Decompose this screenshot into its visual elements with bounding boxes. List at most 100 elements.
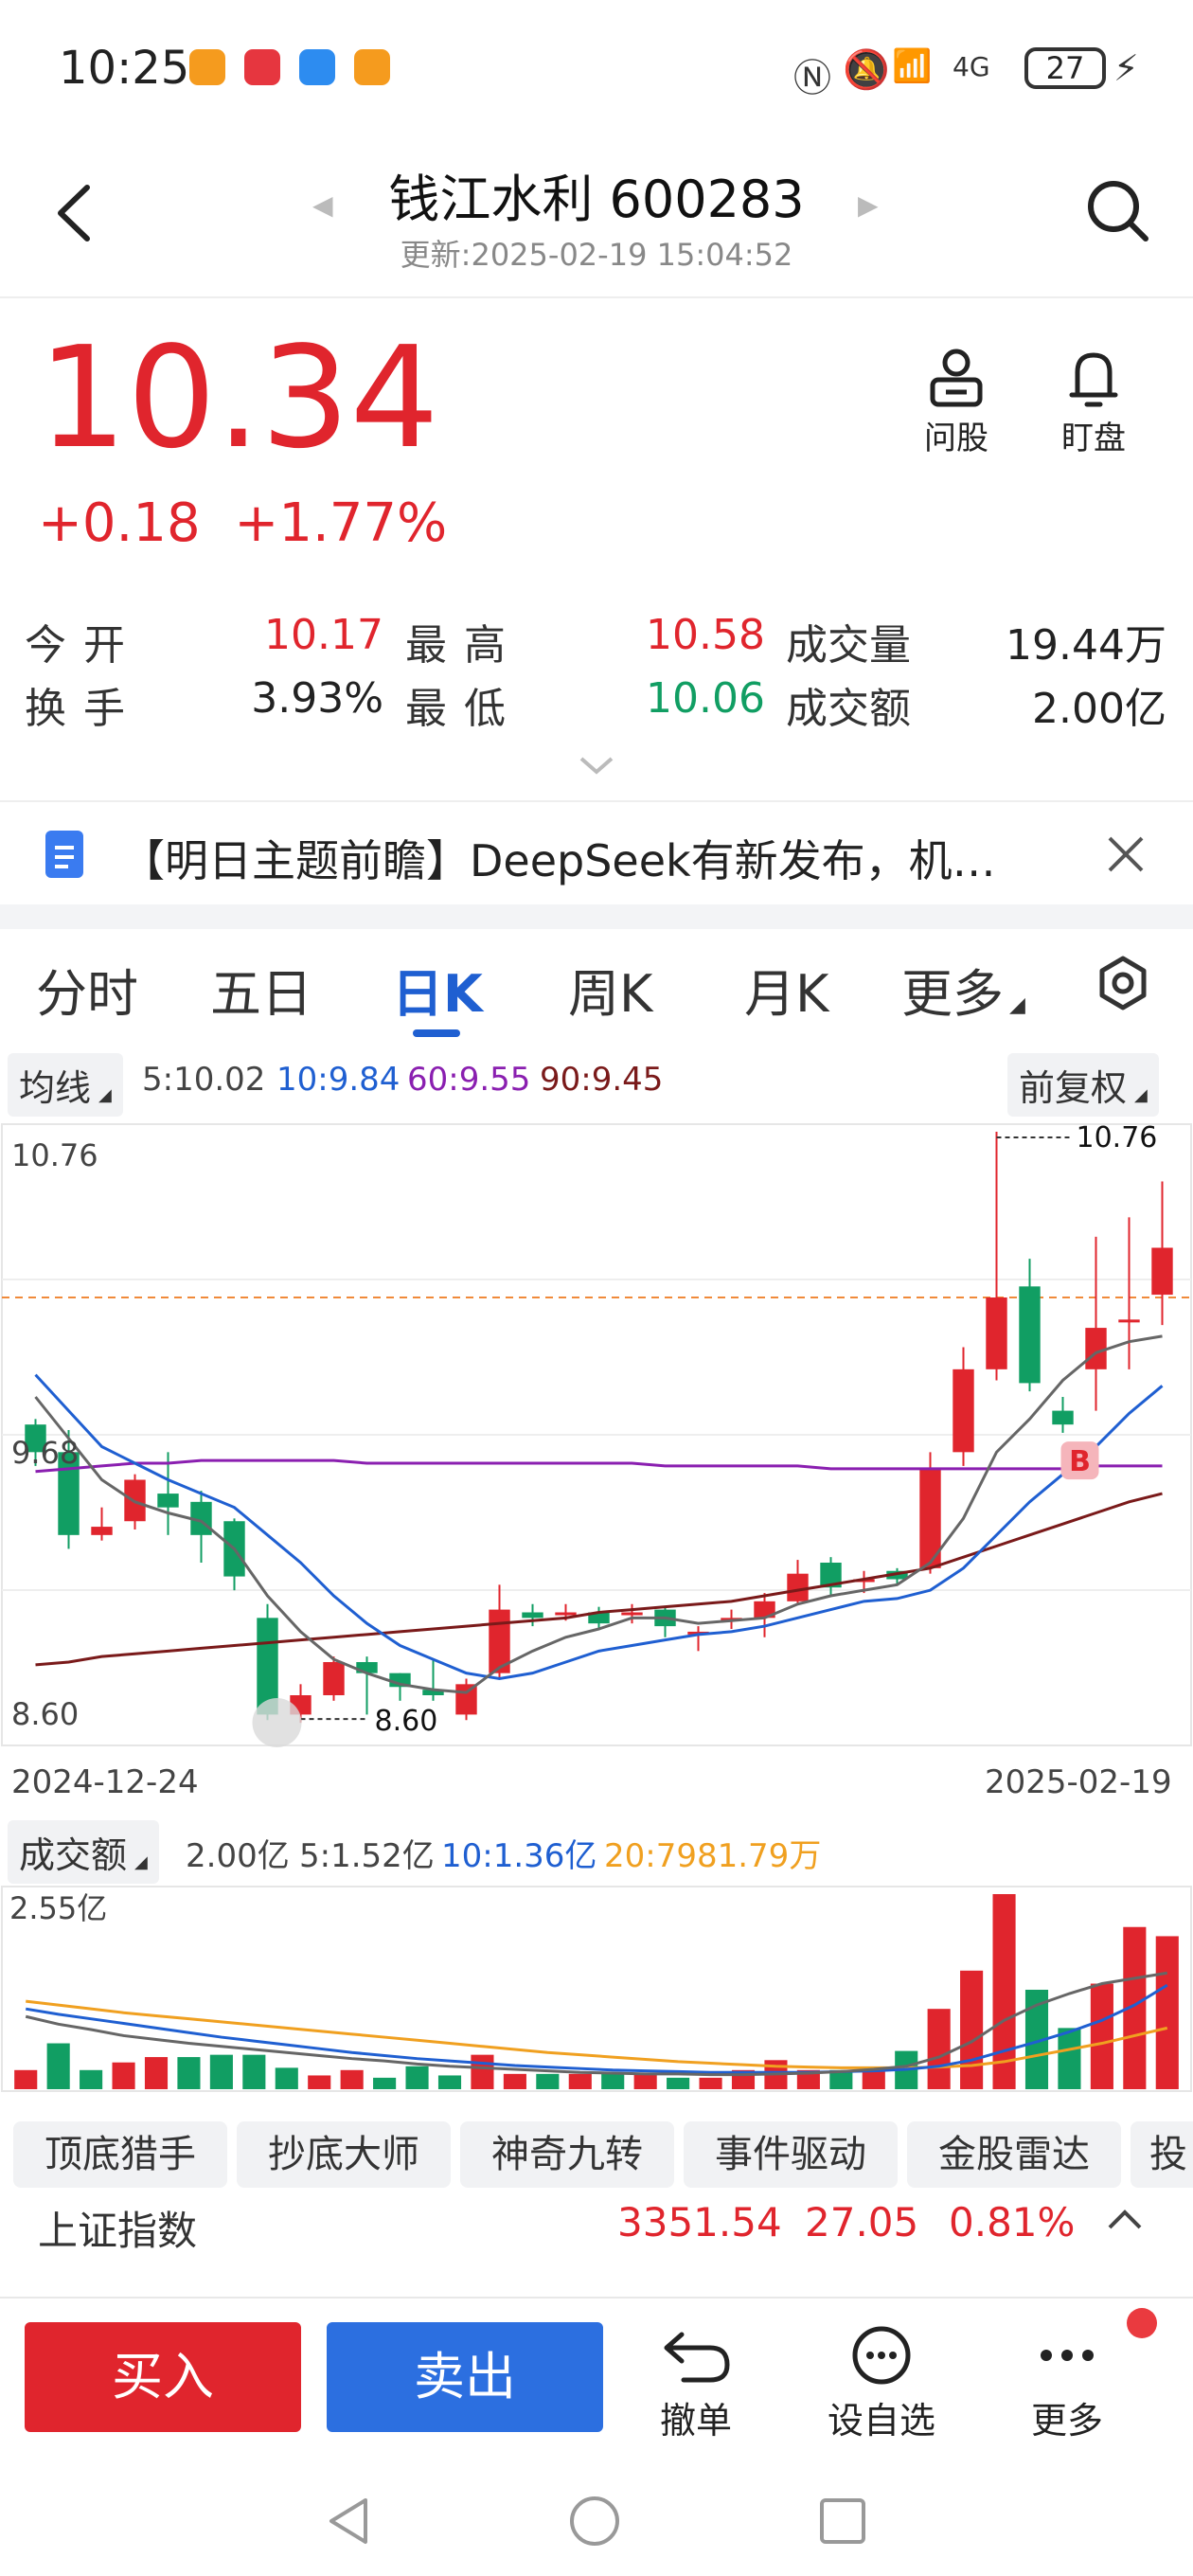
candle-body [787,1573,809,1601]
volume-current: 2.00亿 [186,1837,290,1875]
tab-weekly-k[interactable]: 周K [568,964,653,1024]
volume-bar [503,2073,526,2089]
settings-icon[interactable] [1095,955,1151,1011]
volume-selector-label: 成交额 [19,1834,128,1876]
volume-frame [1,1886,1192,2092]
charging-icon: ⚡ [1113,47,1139,89]
volume-bar [373,2077,397,2089]
volume-max-label: 2.55亿 [9,1890,107,1926]
change-percent: +1.77% [234,492,448,554]
volume-bar [177,2057,201,2089]
x-end-date: 2025-02-19 [985,1763,1172,1801]
chip-event-driven[interactable]: 事件驱动 [684,2121,898,2188]
system-nav-bar [329,2496,865,2546]
stat-high-value: 10.58 [646,611,765,659]
news-doc-icon [45,831,83,878]
y-min-label: 8.60 [11,1696,79,1732]
battery-indicator: 27 [1024,47,1106,89]
ma5-value: 5:10.02 [142,1061,266,1099]
notification-dot [1127,2308,1157,2338]
volume-bar [242,2054,266,2089]
ask-stock-button[interactable]: 问股 [904,346,1008,458]
candle-body [157,1494,179,1508]
volume-bar [796,2069,820,2089]
stat-turnover-value: 3.93% [251,674,383,723]
sell-button[interactable]: 卖出 [327,2322,603,2432]
more-label: 更多 [1030,2400,1103,2442]
candle-body [489,1609,510,1673]
cancel-order-label: 撤单 [659,2400,732,2442]
chip-magic-nine[interactable]: 神奇九转 [460,2121,674,2188]
chip-gold-radar[interactable]: 金股雷达 [907,2121,1121,2188]
adjust-selector[interactable]: 前复权 ◢ [1007,1053,1159,1117]
mute-icon: 🔕 [843,48,890,92]
next-stock-icon[interactable]: ▶ [858,189,879,221]
status-bar: 10:25 Ⓝ 🔕 📶 4G 27 ⚡ [0,0,1193,133]
candle-body [356,1662,378,1673]
chart-grid [2,1279,1191,1591]
ma-selector[interactable]: 均线 ◢ [8,1053,123,1117]
status-time: 10:25 [59,42,190,95]
candle-body [25,1424,46,1453]
volume-bar [471,2054,494,2089]
chip-more[interactable]: 投 [1131,2121,1193,2188]
tab-intraday[interactable]: 分时 [36,964,138,1024]
nav-recents-icon[interactable] [820,2498,865,2544]
close-icon[interactable] [1106,834,1146,874]
buy-signal-label: B [1069,1445,1091,1478]
chip-top-bottom-hunter[interactable]: 顶底猎手 [13,2121,227,2188]
nav-back-icon[interactable] [329,2498,367,2544]
ma-lines-group [34,1334,1164,1694]
volume-bar [992,1894,1016,2089]
collapse-chevron-icon[interactable] [1106,2207,1144,2231]
index-name: 上证指数 [38,2208,198,2254]
cancel-order-button[interactable]: 撤单 [634,2317,757,2443]
news-banner[interactable]: 【明日主题前瞻】DeepSeek有新发布，机… [0,800,1193,904]
chat-bubble-icon [852,2326,911,2385]
ask-stock-label: 问股 [924,420,988,457]
volume-bar [80,2069,103,2089]
y-mid-label: 9.68 [11,1435,79,1471]
tab-five-day[interactable]: 五日 [210,964,312,1024]
stat-turnover-label: 换手 [25,685,142,733]
stat-open-value: 10.17 [264,611,383,659]
tab-daily-k[interactable]: 日K [392,964,483,1024]
watch-button[interactable]: 盯盘 [1042,346,1146,458]
volume-bar [536,2073,560,2089]
back-icon[interactable] [51,180,98,246]
buy-button[interactable]: 买入 [25,2322,301,2432]
chip-bottom-master[interactable]: 抄底大师 [237,2121,451,2188]
tab-more[interactable]: 更多 ◢ [901,964,1025,1024]
add-watchlist-button[interactable]: 设自选 [820,2317,943,2443]
tab-monthly-k[interactable]: 月K [744,964,829,1024]
candle-body [555,1612,577,1616]
ma-selector-label: 均线 [19,1067,92,1109]
nav-home-icon[interactable] [570,2496,619,2546]
volume-bar [568,2073,592,2089]
volume-ma5-line [25,1971,1168,2077]
expand-chevron-icon[interactable] [578,753,615,776]
search-icon[interactable] [1083,176,1151,244]
chart-labels-group: 10.76 8.60 9.68 10.76 8.60 B [11,1122,1157,1747]
candle-body [986,1297,1007,1369]
volume-selector[interactable]: 成交额 ◢ [8,1820,159,1884]
volume-ma10-line [25,1983,1168,2074]
candle-body [91,1527,113,1535]
volume-bar [1058,2028,1081,2089]
volume-chart[interactable]: 2.55亿 [0,1885,1193,2093]
index-change: 27.05 [805,2199,919,2245]
x-start-date: 2024-12-24 [11,1763,199,1801]
watch-label: 盯盘 [1061,420,1126,457]
news-text: 【明日主题前瞻】DeepSeek有新发布，机… [121,835,996,886]
active-tab-indicator [413,1029,460,1037]
wifi-icon: 📶 [892,47,933,85]
tab-more-label: 更多 [901,964,1004,1024]
volume-bar [699,2077,722,2089]
volume-ma20-line [26,1999,1168,2069]
candle-body [1052,1410,1074,1425]
kline-chart[interactable]: 10.76 8.60 9.68 10.76 8.60 B [0,1122,1193,1747]
volume-bar [437,2075,462,2089]
more-button[interactable]: 更多 [1006,2317,1129,2443]
prev-stock-icon[interactable]: ◀ [312,189,333,221]
candle-body [422,1690,444,1695]
